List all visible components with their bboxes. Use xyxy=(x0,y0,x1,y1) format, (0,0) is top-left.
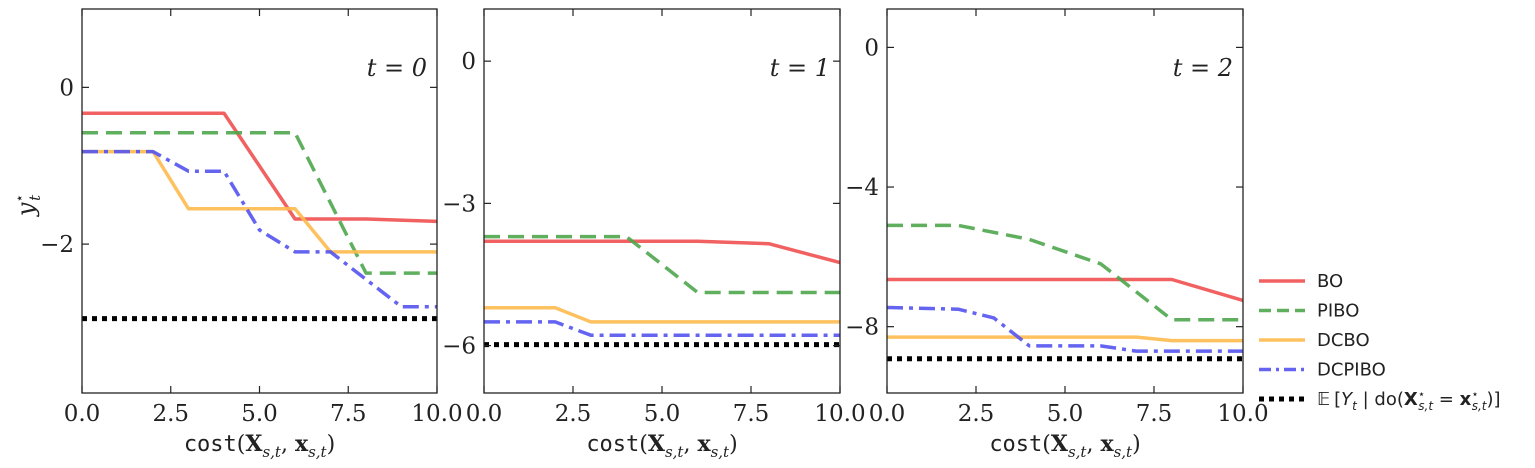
panel-title: t = 1 xyxy=(770,54,830,82)
x-tick-label: 2.5 xyxy=(555,401,592,427)
x-tick-label: 2.5 xyxy=(152,401,189,427)
panel-title: t = 2 xyxy=(1173,54,1233,82)
x-tick-label: 10.0 xyxy=(1217,401,1268,427)
series-line-bo xyxy=(82,111,437,224)
y-tick-label: −3 xyxy=(442,191,476,217)
y-tick-label: 0 xyxy=(864,35,879,61)
series-group xyxy=(887,223,1243,362)
x-axis-label: cost(Xs,t, xs,t) xyxy=(184,431,335,461)
x-tick-label: 0.0 xyxy=(64,401,101,427)
y-axis-label: y⋆t xyxy=(12,194,44,217)
x-tick-label: 5.0 xyxy=(644,401,681,427)
x-tick-label: 0.0 xyxy=(869,401,906,427)
y-tick-label: −4 xyxy=(845,175,879,201)
x-tick-label: 10.0 xyxy=(814,401,865,427)
legend-label: BO xyxy=(1317,271,1343,292)
legend-label: PIBO xyxy=(1317,301,1359,322)
series-group xyxy=(484,234,840,348)
panel-title: t = 0 xyxy=(367,54,427,82)
series-line-bo xyxy=(887,277,1243,303)
legend: BO PIBO DCBO DCPIBO 𝔼 [Yt | do(X⋆ s,t = x⋆ s,t)… xyxy=(1259,271,1501,413)
series-line-bo xyxy=(484,239,840,265)
x-axis-label: cost(Xs,t, xs,t) xyxy=(586,431,737,461)
series-line-dcbo xyxy=(82,149,437,254)
series-line-pibo xyxy=(887,223,1243,322)
series-line-pibo xyxy=(484,234,840,295)
y-tick-label: 0 xyxy=(59,75,74,101)
y-tick-label: 0 xyxy=(461,49,476,75)
y-tick-label: −8 xyxy=(845,315,879,341)
y-tick-label: −6 xyxy=(442,334,476,360)
series-line-dcpibo xyxy=(484,320,840,337)
series-line-dcbo xyxy=(484,305,840,324)
x-tick-label: 0.0 xyxy=(466,401,503,427)
series-line-pibo xyxy=(82,131,437,275)
legend-label: DCBO xyxy=(1317,330,1370,351)
series-line-dcpibo xyxy=(887,305,1243,353)
x-tick-label: 10.0 xyxy=(411,401,462,427)
x-axis-label: cost(Xs,t, xs,t) xyxy=(989,431,1140,461)
x-tick-label: 5.0 xyxy=(1047,401,1084,427)
panel-2: 0.0 2.5 5.0 7.5 10.0 0 −4 −8 t = 2 cost(Xs,t, xs,… xyxy=(845,8,1269,461)
legend-label: 𝔼 [Yt | do(X⋆ s,t = x⋆ s,t)] xyxy=(1317,387,1501,413)
x-tick-label: 7.5 xyxy=(733,401,770,427)
panel-0: 0.0 2.5 5.0 7.5 10.0 0 −2 t = 0 cost(Xs,t, xs,t)… xyxy=(12,8,463,461)
x-tick-label: 2.5 xyxy=(958,401,995,427)
x-tick-label: 5.0 xyxy=(241,401,278,427)
series-group xyxy=(82,111,437,322)
panel-1: 0.0 2.5 5.0 7.5 10.0 0 −3 −6 t = 1 cost(Xs,t, xs,… xyxy=(442,8,866,461)
y-tick-label: −2 xyxy=(40,232,74,258)
series-line-dcbo xyxy=(887,335,1243,343)
series-line-dcpibo xyxy=(82,149,437,309)
x-tick-label: 7.5 xyxy=(1136,401,1173,427)
legend-label: DCPIBO xyxy=(1317,360,1386,381)
x-tick-label: 7.5 xyxy=(330,401,367,427)
